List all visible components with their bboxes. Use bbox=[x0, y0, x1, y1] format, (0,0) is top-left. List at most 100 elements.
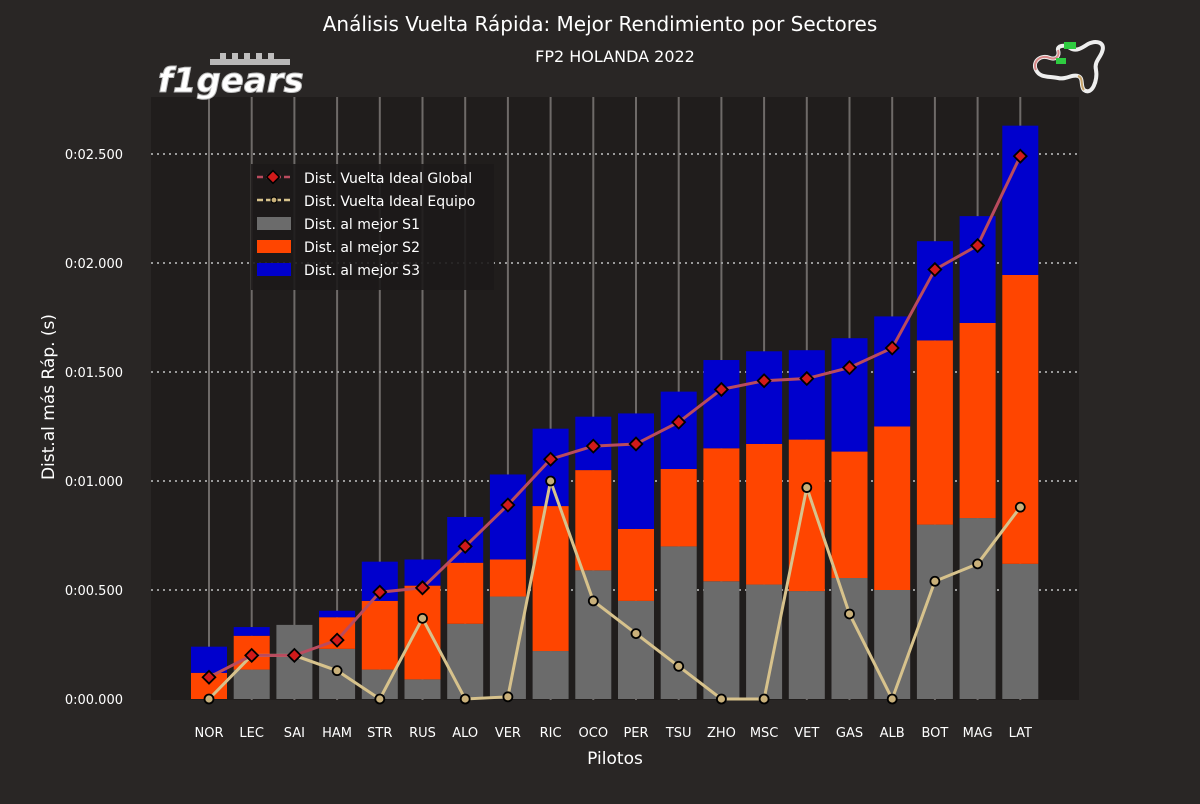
bar-segment-s3 bbox=[319, 610, 356, 618]
point-ideal-team bbox=[801, 482, 813, 493]
y-tick-label: 0:00.500 bbox=[65, 584, 123, 599]
point-ideal-global bbox=[969, 237, 986, 254]
point-ideal-global bbox=[201, 669, 217, 685]
y-tick-label: 0:02.500 bbox=[65, 148, 123, 163]
point-ideal-global bbox=[500, 497, 516, 513]
bar-segment-s1 bbox=[489, 596, 526, 699]
y-tick-label: 0:01.000 bbox=[65, 475, 123, 490]
point-ideal-global bbox=[372, 584, 388, 600]
x-tick-label: SAI bbox=[284, 726, 305, 741]
point-ideal-global bbox=[713, 381, 730, 398]
point-ideal-team bbox=[203, 693, 215, 705]
bar-segment-s2 bbox=[575, 470, 612, 571]
x-tick-label: LEC bbox=[239, 726, 264, 741]
point-ideal-team bbox=[417, 612, 428, 624]
point-ideal-team bbox=[374, 693, 386, 705]
y-tick-label: 0:02.000 bbox=[65, 257, 123, 272]
point-ideal-global bbox=[244, 647, 260, 664]
f1gears-logo: f1gears bbox=[158, 53, 304, 102]
bar-segment-s3 bbox=[703, 360, 740, 449]
bar-segment-s1 bbox=[618, 600, 654, 699]
x-tick-label: VER bbox=[495, 726, 521, 741]
point-ideal-team bbox=[502, 691, 514, 703]
x-tick-label: RUS bbox=[409, 726, 436, 741]
x-tick-label: VET bbox=[794, 726, 819, 741]
point-ideal-team bbox=[758, 693, 770, 705]
x-tick-label: MSC bbox=[750, 726, 779, 741]
y-gridlines bbox=[151, 153, 1079, 591]
point-ideal-team bbox=[972, 558, 983, 570]
bar-segment-s1 bbox=[447, 623, 484, 699]
bar-segment-s2 bbox=[361, 600, 398, 670]
bar-segment-s2 bbox=[404, 585, 441, 680]
chart-subtitle: FP2 HOLANDA 2022 bbox=[535, 47, 695, 66]
point-ideal-team bbox=[1014, 501, 1026, 513]
legend-marker-global bbox=[265, 169, 281, 185]
bar-segment-s3 bbox=[831, 338, 868, 452]
x-tick-label: ZHO bbox=[707, 726, 736, 741]
x-tick-label: ALO bbox=[452, 726, 478, 741]
x-tick-label: LAT bbox=[1009, 726, 1032, 741]
legend-label-s3: Dist. al mejor S3 bbox=[304, 263, 420, 279]
point-ideal-global bbox=[799, 370, 815, 387]
point-ideal-team bbox=[716, 693, 727, 705]
bar-segment-s3 bbox=[191, 646, 227, 673]
bar-segment-s3 bbox=[788, 350, 825, 440]
bar-segment-s2 bbox=[788, 439, 825, 592]
bar-segment-s2 bbox=[447, 562, 484, 624]
bar-segment-s2 bbox=[489, 559, 526, 597]
point-ideal-global bbox=[457, 538, 473, 555]
point-ideal-global bbox=[286, 647, 303, 664]
x-tick-label: PER bbox=[623, 726, 648, 741]
legend-label-team: Dist. Vuelta Ideal Equipo bbox=[304, 194, 475, 210]
point-ideal-team bbox=[844, 608, 855, 620]
bar-segment-s1 bbox=[404, 679, 441, 699]
legend-label-s1: Dist. al mejor S1 bbox=[304, 217, 420, 233]
bar-segment-s2 bbox=[618, 528, 654, 601]
bar-segment-s2 bbox=[916, 340, 953, 525]
legend-swatch-s1 bbox=[257, 217, 291, 230]
bar-segment-s1 bbox=[1002, 563, 1039, 699]
point-ideal-global bbox=[628, 436, 644, 452]
legend-label-s2: Dist. al mejor S2 bbox=[304, 240, 420, 256]
bar-segment-s3 bbox=[233, 627, 270, 636]
x-tick-label: NOR bbox=[195, 726, 224, 741]
point-ideal-team bbox=[587, 595, 599, 607]
point-ideal-global bbox=[671, 414, 687, 430]
bar-segment-s2 bbox=[703, 448, 740, 582]
point-ideal-global bbox=[329, 632, 345, 648]
x-axis-label: Pilotos bbox=[587, 749, 643, 769]
bar-segment-s3 bbox=[874, 316, 911, 427]
logo-text: f1gears bbox=[158, 61, 304, 101]
legend-swatch-s2 bbox=[257, 240, 291, 253]
x-tick-label: STR bbox=[367, 726, 392, 741]
bar-segment-s2 bbox=[746, 443, 783, 585]
bar-segment-s3 bbox=[959, 216, 996, 323]
legend-label-global: Dist. Vuelta Ideal Global bbox=[304, 171, 472, 187]
point-ideal-team bbox=[459, 693, 471, 705]
x-tick-label: HAM bbox=[322, 726, 352, 741]
bar-segment-s3 bbox=[1002, 125, 1039, 275]
bar-segment-s1 bbox=[874, 590, 911, 699]
chart-title: Análisis Vuelta Rápida: Mejor Rendimient… bbox=[323, 12, 878, 36]
lines bbox=[201, 148, 1028, 705]
point-ideal-global bbox=[1012, 148, 1028, 164]
legend-swatch-s3 bbox=[257, 263, 291, 276]
point-ideal-team bbox=[673, 660, 685, 672]
point-ideal-global bbox=[841, 360, 858, 376]
bar-segment-s3 bbox=[532, 428, 569, 507]
bar-segment-s2 bbox=[660, 469, 697, 547]
point-ideal-team bbox=[545, 475, 556, 487]
x-tick-label: GAS bbox=[836, 726, 863, 741]
legend: Dist. Vuelta Ideal Global Dist. Vuelta I… bbox=[251, 164, 494, 290]
point-ideal-global bbox=[542, 451, 559, 467]
point-ideal-global bbox=[884, 340, 900, 356]
point-ideal-team bbox=[630, 628, 642, 639]
bar-segment-s2 bbox=[959, 322, 996, 519]
point-ideal-global bbox=[414, 580, 431, 596]
y-tick-label: 0:01.500 bbox=[65, 366, 123, 381]
x-tick-label: RIC bbox=[540, 726, 562, 741]
y-axis-label: Dist.al más Ráp. (s) bbox=[39, 314, 59, 480]
point-ideal-team bbox=[886, 693, 898, 705]
